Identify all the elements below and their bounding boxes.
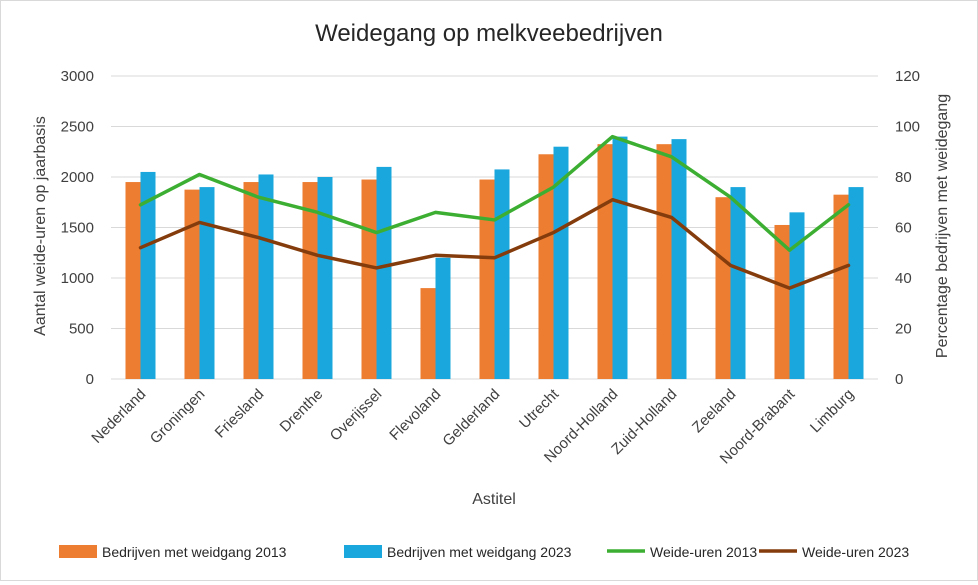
bar xyxy=(199,187,215,379)
legend: Bedrijven met weidgang 2013 Bedrijven met… xyxy=(59,544,909,560)
bar xyxy=(612,136,628,379)
x-tick-label: Nederland xyxy=(88,386,149,447)
y-axis-title: Aantal weide-uren op jaarbasis xyxy=(32,116,49,336)
bars xyxy=(125,136,864,379)
bar xyxy=(376,166,392,379)
legend-swatch xyxy=(344,545,382,558)
x-tick-label: Friesland xyxy=(212,386,268,442)
bar xyxy=(302,182,318,379)
x-tick-label: Groningen xyxy=(147,386,209,448)
bar xyxy=(656,144,672,379)
bar xyxy=(833,194,849,379)
y-tick-label: 1500 xyxy=(61,220,94,237)
y-tick-label: 0 xyxy=(86,371,94,388)
bar xyxy=(361,179,377,379)
bar xyxy=(258,174,274,379)
bar xyxy=(140,171,156,379)
bar xyxy=(848,187,864,379)
x-tick-label: Overijssel xyxy=(327,386,386,445)
legend-swatch xyxy=(59,545,97,558)
legend-label: Weide-uren 2023 xyxy=(802,544,909,560)
legend-label: Bedrijven met weidgang 2023 xyxy=(387,544,572,560)
x-tick-label: Drenthe xyxy=(277,386,327,436)
x-axis-title: Astitel xyxy=(472,491,516,508)
bar xyxy=(435,257,451,379)
bar xyxy=(774,224,790,379)
series-line xyxy=(138,197,851,290)
y-tick-label: 2500 xyxy=(61,119,94,136)
series-line xyxy=(138,134,851,252)
bar xyxy=(715,197,731,379)
bar xyxy=(317,177,333,379)
y2-axis-title: Percentage bedrijven met weidegang xyxy=(934,94,951,358)
bar xyxy=(243,182,259,379)
y2-tick-label: 120 xyxy=(895,68,920,85)
bar xyxy=(420,288,436,379)
y-tick-label: 1000 xyxy=(61,270,94,287)
y2-tick-label: 40 xyxy=(895,270,912,287)
y-tick-label: 2000 xyxy=(61,169,94,186)
x-tick-label: Flevoland xyxy=(386,386,444,444)
y2-tick-label: 0 xyxy=(895,371,903,388)
lines xyxy=(138,134,851,290)
y2-axis-ticks: 0 20 40 60 80 100 120 xyxy=(895,68,920,388)
y-axis-ticks: 0 500 1000 1500 2000 2500 3000 xyxy=(61,68,94,388)
x-tick-label: Utrecht xyxy=(516,385,563,432)
bar xyxy=(184,189,200,379)
y2-tick-label: 20 xyxy=(895,321,912,338)
bar xyxy=(553,146,569,379)
y2-tick-label: 100 xyxy=(895,119,920,136)
legend-label: Weide-uren 2013 xyxy=(650,544,757,560)
x-tick-label: Limburg xyxy=(807,386,857,436)
bar xyxy=(730,187,746,379)
bar xyxy=(494,169,510,379)
chart-title: Weidegang op melkveebedrijven xyxy=(315,20,663,47)
bar xyxy=(125,182,141,379)
legend-label: Bedrijven met weidgang 2013 xyxy=(102,544,287,560)
bar xyxy=(597,144,613,379)
y-tick-label: 500 xyxy=(69,321,94,338)
y2-tick-label: 80 xyxy=(895,169,912,186)
bar xyxy=(789,212,805,379)
y2-tick-label: 60 xyxy=(895,220,912,237)
bar xyxy=(671,139,687,379)
x-tick-label: Gelderland xyxy=(439,386,503,450)
bar xyxy=(479,179,495,379)
bar xyxy=(538,154,554,379)
y-tick-label: 3000 xyxy=(61,68,94,85)
x-tick-label: Zeeland xyxy=(689,386,739,436)
